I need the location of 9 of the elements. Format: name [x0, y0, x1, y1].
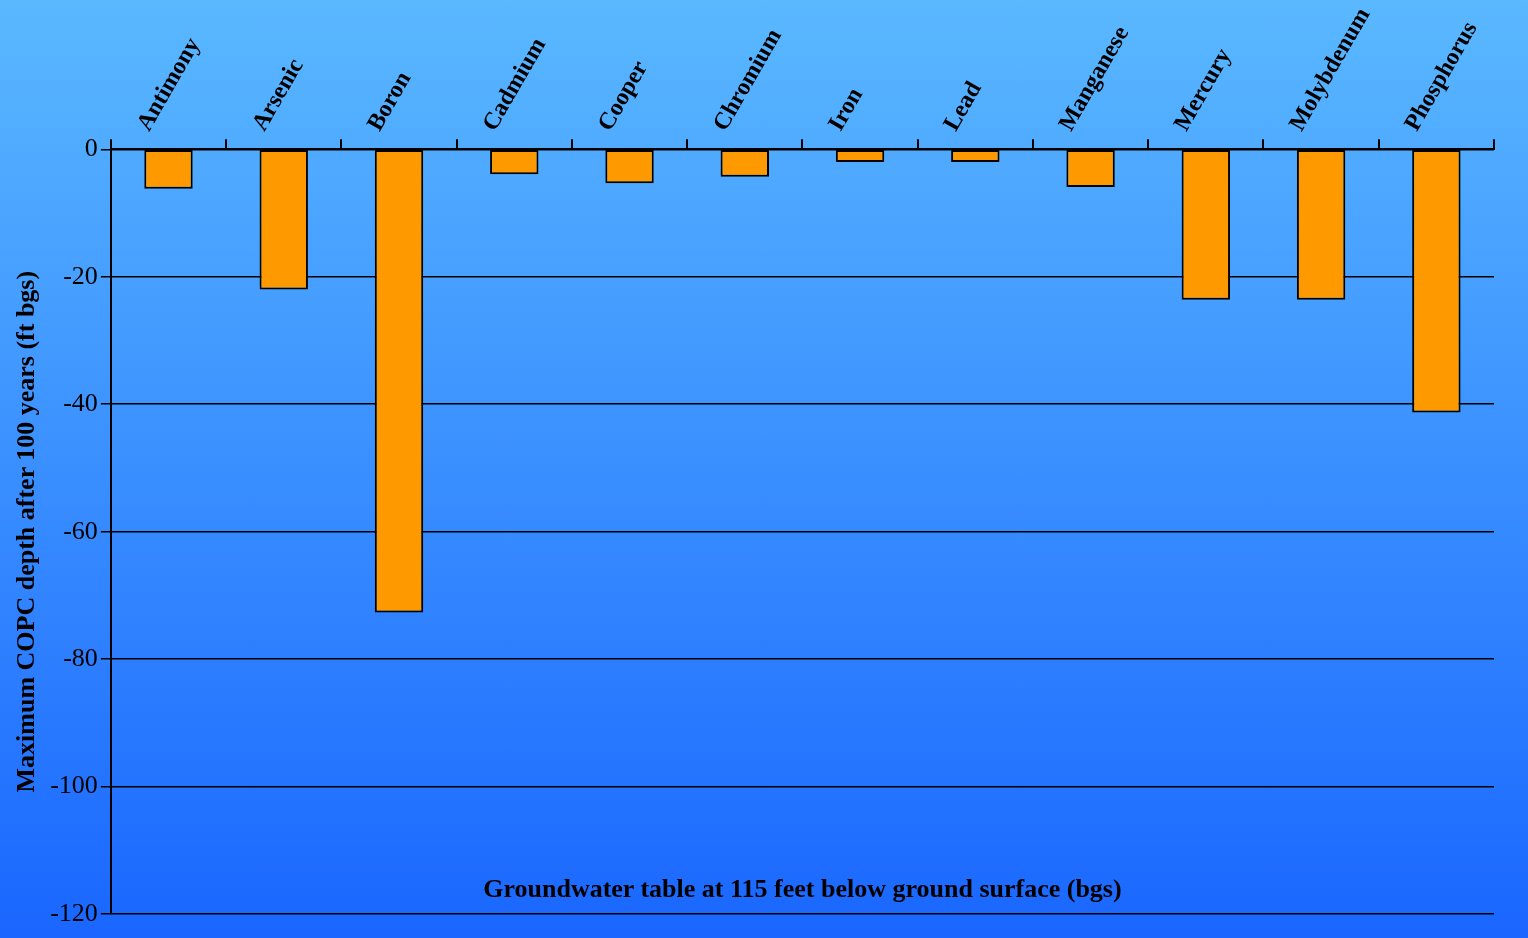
y-axis-title: Maximum COPC depth after 100 years (ft bgs) [11, 270, 41, 793]
y-tick-label: 0 [84, 133, 98, 163]
y-tick-label: -80 [63, 642, 98, 672]
y-tick-label: -20 [63, 260, 98, 290]
y-tick-label: -60 [63, 515, 98, 545]
y-tick-label: -100 [50, 770, 98, 800]
y-tick-label: -120 [50, 897, 98, 927]
y-tick-label: -40 [63, 388, 98, 418]
annotation: Groundwater table at 115 feet below ground surface (bgs) [483, 873, 1122, 903]
